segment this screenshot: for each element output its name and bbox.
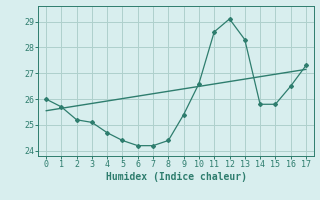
X-axis label: Humidex (Indice chaleur): Humidex (Indice chaleur): [106, 172, 246, 182]
